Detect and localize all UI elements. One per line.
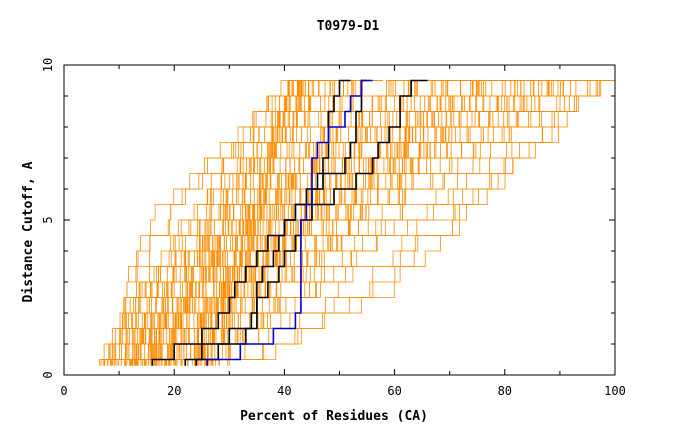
background-model-line: [181, 80, 600, 366]
y-axis-label: Distance Cutoff, A: [21, 161, 36, 302]
y-tick-label: 0: [41, 371, 55, 378]
x-tick-label: 100: [604, 384, 626, 398]
background-model-line: [184, 80, 486, 366]
axis-ticks: 0 20 40 60 80 100 0 5 10: [41, 58, 626, 398]
background-model-line: [137, 80, 383, 366]
background-model-line: [111, 80, 305, 366]
background-model-line: [169, 80, 311, 366]
x-tick-label: 0: [60, 384, 67, 398]
background-model-line: [168, 80, 605, 366]
background-model-line: [169, 80, 609, 366]
background-model-line: [131, 80, 293, 366]
background-model-line: [130, 80, 497, 366]
background-model-line: [204, 80, 472, 366]
background-model-line: [129, 80, 378, 366]
background-model-line: [112, 80, 591, 366]
background-model-line: [194, 80, 432, 366]
y-tick-label: 5: [41, 216, 55, 223]
background-model-line: [219, 80, 304, 366]
x-tick-label: 80: [498, 384, 512, 398]
y-tick-label: 10: [41, 58, 55, 72]
x-axis-label: Percent of Residues (CA): [240, 409, 428, 424]
background-model-line: [196, 80, 597, 366]
background-model-line: [124, 80, 453, 366]
background-model-line: [100, 80, 320, 366]
background-model-line: [199, 80, 438, 366]
x-tick-label: 60: [387, 384, 401, 398]
highlight-model-curves: [151, 79, 428, 366]
background-model-line: [198, 80, 431, 366]
background-model-line: [161, 80, 533, 366]
chart-title: T0979-D1: [317, 19, 380, 34]
x-tick-label: 20: [167, 384, 181, 398]
background-model-line: [107, 80, 327, 366]
background-model-line: [129, 80, 322, 366]
highlight-series-blue-3: [206, 79, 373, 366]
x-tick-label: 40: [277, 384, 291, 398]
background-model-curves: [99, 80, 615, 366]
background-model-line: [131, 80, 489, 366]
